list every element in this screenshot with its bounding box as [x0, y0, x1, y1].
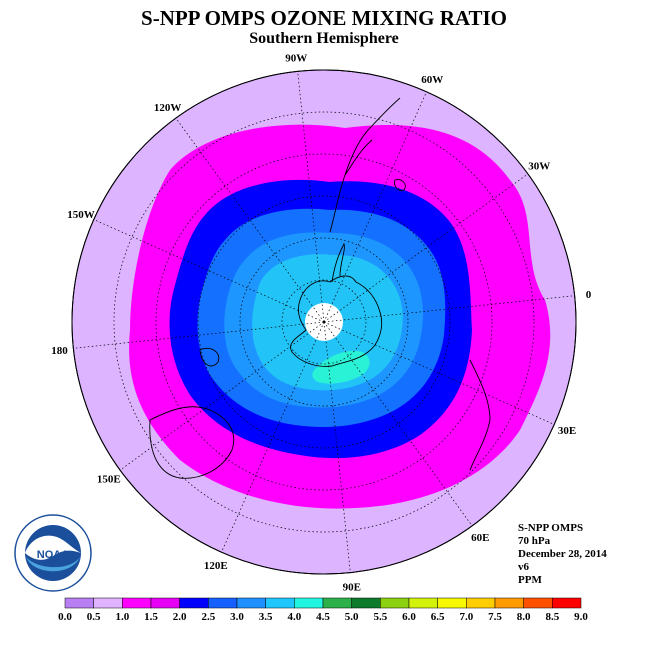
colorbar-segment — [265, 597, 295, 609]
colorbar-tick-label: 1.0 — [115, 611, 129, 623]
longitude-label-90e: 90E — [343, 582, 361, 594]
colorbar-tick-label: 2.0 — [173, 611, 187, 623]
coastlines — [149, 97, 491, 479]
colorbar-tick-label: 2.5 — [201, 611, 215, 623]
colorbar-tick-label: 3.5 — [259, 611, 273, 623]
colorbar-segment — [236, 597, 266, 609]
africa-coastline — [469, 359, 491, 471]
colorbar-tick-label: 5.5 — [373, 611, 387, 623]
colorbar-segment — [351, 597, 381, 609]
longitude-label-30w: 30W — [528, 161, 550, 173]
colorbar-tick-label: 4.0 — [287, 611, 301, 623]
info-version: v6 — [518, 561, 529, 573]
colorbar-tick-label: 0.0 — [58, 611, 72, 623]
longitude-label-30e: 30E — [558, 425, 576, 437]
longitude-label-90w: 90W — [285, 52, 307, 64]
longitude-label-150e: 150E — [97, 473, 121, 485]
colorbar-segment — [437, 597, 467, 609]
colorbar-segment — [122, 597, 152, 609]
colorbar-tick-label: 6.5 — [431, 611, 445, 623]
colorbar-tick-label: 6.0 — [402, 611, 416, 623]
colorbar-segment — [552, 597, 582, 609]
colorbar-tick-label: 0.5 — [87, 611, 101, 623]
colorbar-segment — [64, 597, 94, 609]
colorbar-segment — [408, 597, 438, 609]
map-subtitle: Southern Hemisphere — [249, 30, 399, 47]
colorbar-tick-label: 4.5 — [316, 611, 330, 623]
colorbar-segment — [294, 597, 324, 609]
latitude-gridlines — [113, 111, 535, 533]
colorbar: 0.0 0.5 1.0 1.5 2.0 2.5 3.0 3.5 4.0 4.5 5.0 5.5 6.0 6… — [58, 597, 588, 623]
colorbar-tick-label: 8.5 — [545, 611, 559, 623]
colorbar-tick-label: 9.0 — [574, 611, 588, 623]
colorbar-tick-label: 5.0 — [345, 611, 359, 623]
colorbar-segment — [523, 597, 553, 609]
svg-text:NOAA: NOAA — [37, 549, 69, 561]
longitude-labels: 90W 60W 30W 0 30E 60E 90E 120E 150E 180 150W 120W — [51, 52, 592, 593]
colorbar-segment — [93, 597, 123, 609]
longitude-label-120w: 120W — [154, 102, 182, 114]
longitude-label-120e: 120E — [204, 560, 228, 572]
info-date: December 28, 2014 — [518, 548, 607, 560]
colorbar-segment — [380, 597, 410, 609]
longitude-label-60e: 60E — [471, 532, 489, 544]
colorbar-tick-label: 1.5 — [144, 611, 158, 623]
colorbar-segment — [494, 597, 524, 609]
longitude-label-60w: 60W — [421, 74, 443, 86]
new-zealand-coastline — [199, 347, 220, 367]
antarctica-coastline — [290, 275, 383, 367]
longitude-label-180: 180 — [51, 345, 68, 357]
colorbar-tick-label: 8.0 — [517, 611, 531, 623]
info-panel: S-NPP OMPS 70 hPa December 28, 2014 v6 P… — [518, 522, 607, 587]
info-instrument: S-NPP OMPS — [518, 522, 584, 534]
map-title: S-NPP OMPS OZONE MIXING RATIO — [141, 6, 507, 30]
colorbar-segment — [466, 597, 496, 609]
longitude-label-0: 0 — [586, 289, 592, 301]
colorbar-segment — [208, 597, 238, 609]
info-units: PPM — [518, 574, 542, 586]
colorbar-segment — [150, 597, 180, 609]
colorbar-tick-label: 3.0 — [230, 611, 244, 623]
colorbar-tick-label: 7.5 — [488, 611, 502, 623]
colorbar-tick-label: 7.0 — [459, 611, 473, 623]
noaa-logo: NOAA — [14, 514, 92, 592]
antarctic-peninsula-coastline — [331, 242, 345, 283]
longitude-label-150w: 150W — [67, 209, 95, 221]
australia-coastline — [149, 406, 235, 479]
info-pressure-level: 70 hPa — [518, 535, 551, 547]
colorbar-segment — [179, 597, 209, 609]
colorbar-segment — [322, 597, 352, 609]
south-georgia-coastline — [394, 179, 406, 191]
